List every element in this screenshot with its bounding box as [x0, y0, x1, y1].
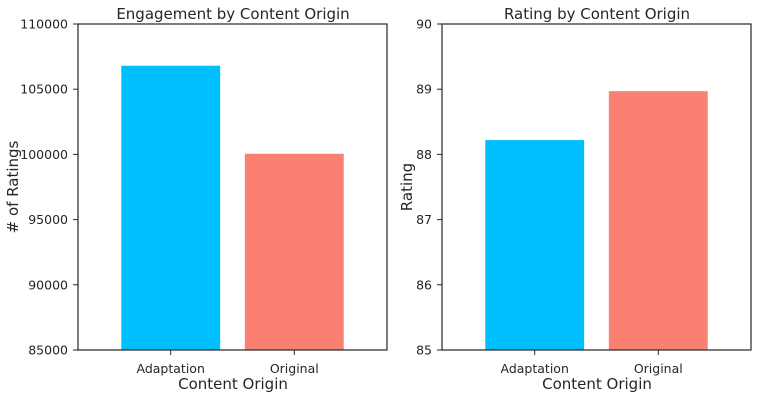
bars-group: [121, 65, 344, 350]
x-axis-label: Content Origin: [542, 375, 652, 393]
y-tick-label: 90000: [28, 277, 68, 292]
y-tick-label: 110000: [20, 17, 68, 32]
y-tick-label: 86: [416, 277, 432, 292]
x-axis-ticks: Adaptation Original: [137, 350, 319, 376]
y-tick-label: 90: [416, 17, 432, 32]
y-axis-ticks: 85 86 87 88 89 90: [416, 17, 442, 358]
y-tick-label: 85000: [28, 343, 68, 358]
y-axis-label: # of Ratings: [4, 140, 22, 233]
bar-original: [608, 91, 708, 350]
y-tick-label: 105000: [20, 82, 68, 97]
plot-frame: [77, 23, 388, 351]
y-axis-label: Rating: [398, 163, 416, 211]
x-axis-label: Content Origin: [178, 375, 288, 393]
bars-group: [485, 91, 708, 350]
y-tick-label: 85: [416, 343, 432, 358]
x-tick-label: Original: [270, 361, 319, 376]
y-tick-label: 89: [416, 82, 432, 97]
y-tick-label: 100000: [20, 147, 68, 162]
engagement-chart-panel: Engagement by Content Origin 85000 90000 9…: [4, 5, 388, 393]
bar-adaptation: [485, 140, 585, 350]
bar-adaptation: [121, 65, 221, 350]
plot-frame: [441, 23, 752, 351]
chart-title: Engagement by Content Origin: [116, 5, 349, 23]
y-tick-label: 88: [416, 147, 432, 162]
x-axis-ticks: Adaptation Original: [501, 350, 683, 376]
chart-title: Rating by Content Origin: [504, 5, 690, 23]
x-tick-label: Adaptation: [501, 361, 569, 376]
bar-original: [244, 153, 344, 350]
y-tick-label: 95000: [28, 212, 68, 227]
x-tick-label: Adaptation: [137, 361, 205, 376]
x-tick-label: Original: [634, 361, 683, 376]
y-tick-label: 87: [416, 212, 432, 227]
y-axis-ticks: 85000 90000 95000 100000 105000 110000: [20, 17, 78, 358]
rating-chart-panel: Rating by Content Origin 85 86 87 88 89 90 Ad…: [398, 5, 752, 393]
